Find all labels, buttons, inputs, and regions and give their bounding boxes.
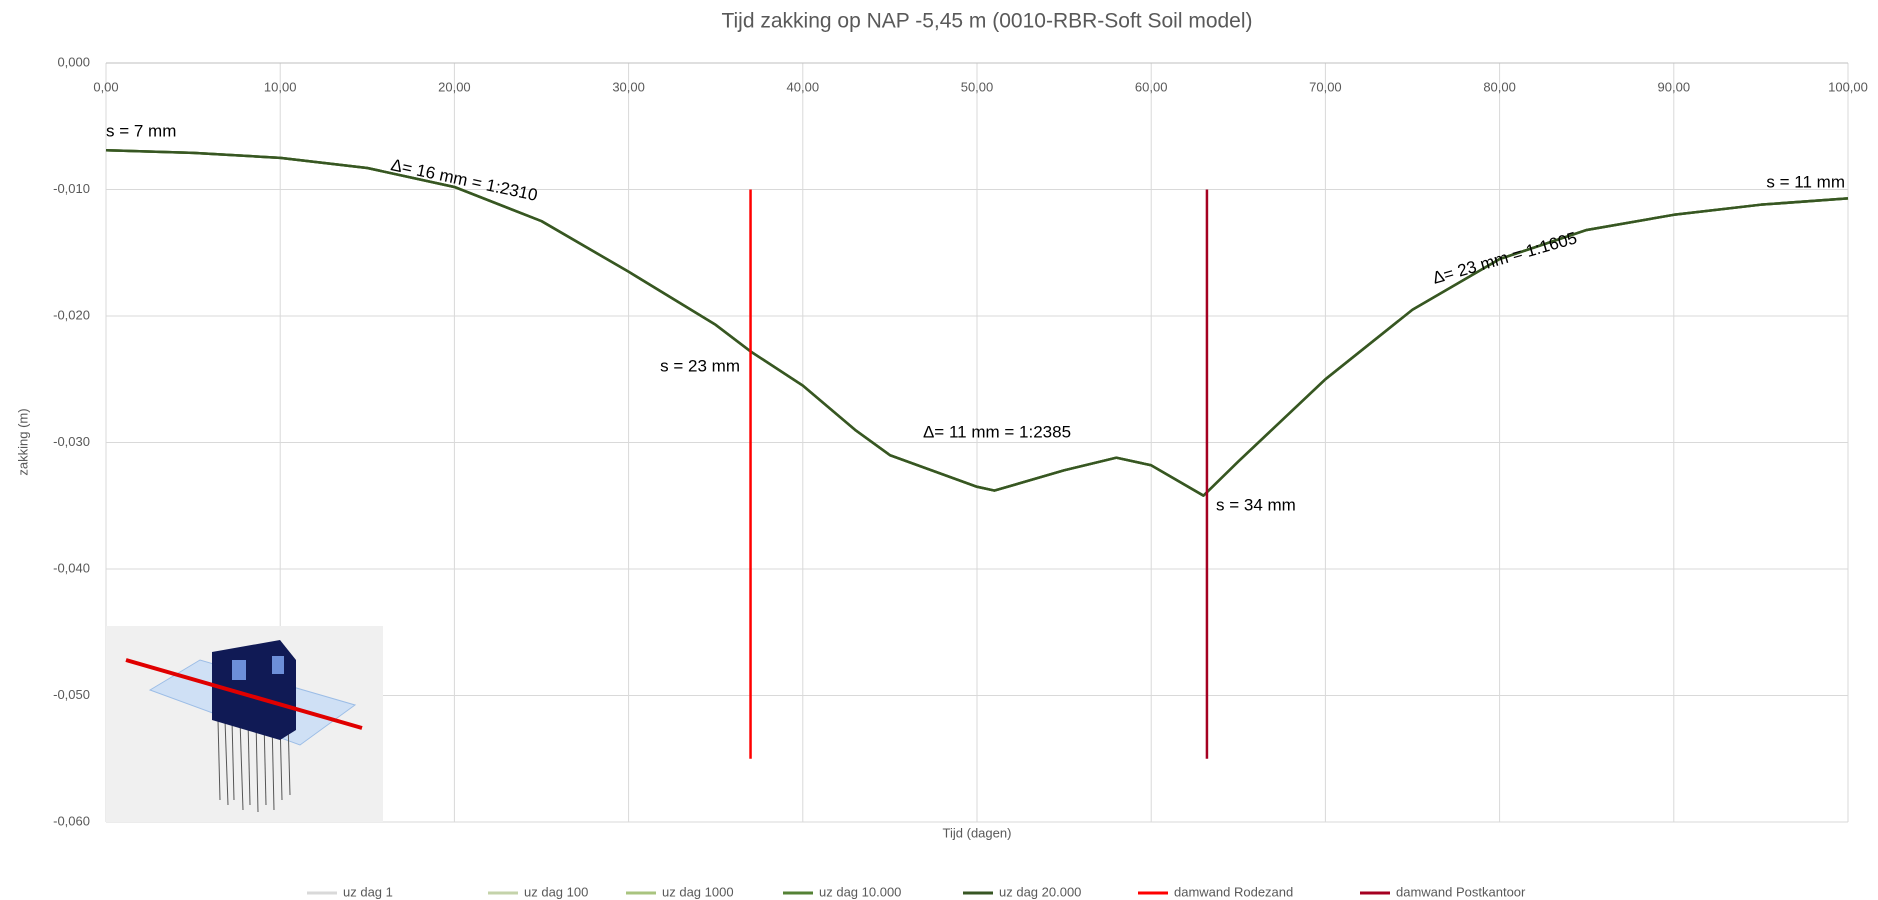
legend-label: uz dag 1 (343, 884, 393, 899)
x-tick-label: 70,00 (1309, 79, 1342, 94)
legend-label: damwand Postkantoor (1396, 884, 1526, 899)
x-tick-label: 40,00 (787, 79, 820, 94)
y-tick-label: -0,040 (53, 560, 90, 575)
x-tick-label: 10,00 (264, 79, 297, 94)
chart: Tijd zakking op NAP -5,45 m (0010-RBR-So… (0, 0, 1878, 900)
legend-label: uz dag 20.000 (999, 884, 1081, 899)
x-axis-label: Tijd (dagen) (943, 825, 1012, 840)
x-tick-label: 80,00 (1483, 79, 1516, 94)
legend-label: uz dag 1000 (662, 884, 734, 899)
y-axis-label: zakking (m) (15, 408, 30, 475)
annotation: s = 34 mm (1216, 495, 1296, 514)
x-tick-label: 90,00 (1658, 79, 1691, 94)
x-tick-label: 50,00 (961, 79, 994, 94)
x-tick-label: 60,00 (1135, 79, 1168, 94)
y-tick-label: -0,020 (53, 307, 90, 322)
annotation: s = 7 mm (106, 121, 176, 140)
annotation: s = 11 mm (1766, 172, 1845, 191)
y-tick-label: -0,010 (53, 181, 90, 196)
y-tick-label: -0,050 (53, 687, 90, 702)
x-tick-label: 100,00 (1828, 79, 1868, 94)
y-tick-label: -0,060 (53, 813, 90, 828)
y-tick-label: -0,030 (53, 434, 90, 449)
inset-block (232, 660, 246, 680)
annotation: s = 23 mm (660, 356, 740, 375)
legend-label: damwand Rodezand (1174, 884, 1293, 899)
inset-block (272, 656, 284, 674)
x-tick-label: 20,00 (438, 79, 471, 94)
legend-label: uz dag 100 (524, 884, 588, 899)
chart-title: Tijd zakking op NAP -5,45 m (0010-RBR-So… (721, 10, 1252, 33)
x-tick-label: 30,00 (612, 79, 645, 94)
y-tick-label: 0,000 (57, 54, 90, 69)
x-tick-label: 0,00 (93, 79, 118, 94)
inset-image (106, 626, 383, 822)
annotation: Δ= 11 mm = 1:2385 (923, 422, 1071, 441)
legend-label: uz dag 10.000 (819, 884, 901, 899)
